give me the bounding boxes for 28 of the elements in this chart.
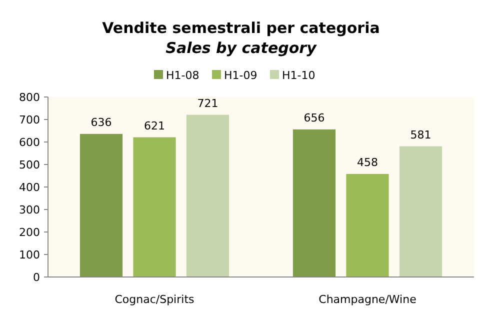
legend-label: H1-08 bbox=[166, 69, 200, 82]
bar bbox=[292, 129, 336, 277]
y-tick-label: 600 bbox=[19, 136, 40, 149]
x-tick-label: Cognac/Spirits bbox=[114, 293, 195, 306]
bar bbox=[80, 134, 123, 277]
bar bbox=[399, 146, 442, 277]
data-label: 581 bbox=[410, 128, 432, 142]
data-label: 656 bbox=[304, 111, 325, 124]
x-tick-label: Champagne/Wine bbox=[318, 293, 417, 306]
y-tick-label: 700 bbox=[19, 113, 40, 126]
y-tick-label: 500 bbox=[19, 158, 40, 172]
data-label: 721 bbox=[197, 96, 218, 110]
data-label: 458 bbox=[357, 156, 378, 169]
data-label: 636 bbox=[90, 116, 112, 129]
y-tick-label: 400 bbox=[19, 180, 40, 194]
chart-title: Vendite semestrali per categoria bbox=[102, 19, 380, 37]
bar bbox=[186, 114, 230, 277]
y-tick-label: 300 bbox=[19, 203, 40, 216]
y-tick-label: 200 bbox=[19, 226, 40, 239]
legend-label: H1-10 bbox=[282, 69, 316, 82]
y-tick-label: 800 bbox=[19, 90, 40, 104]
y-tick-label: 0 bbox=[33, 270, 40, 284]
y-tick-label: 100 bbox=[19, 248, 40, 262]
chart-subtitle: Sales by category bbox=[166, 39, 318, 57]
data-label: 621 bbox=[144, 119, 165, 132]
bar bbox=[346, 174, 389, 277]
bar bbox=[133, 137, 176, 277]
legend-label: H1-09 bbox=[224, 69, 258, 82]
